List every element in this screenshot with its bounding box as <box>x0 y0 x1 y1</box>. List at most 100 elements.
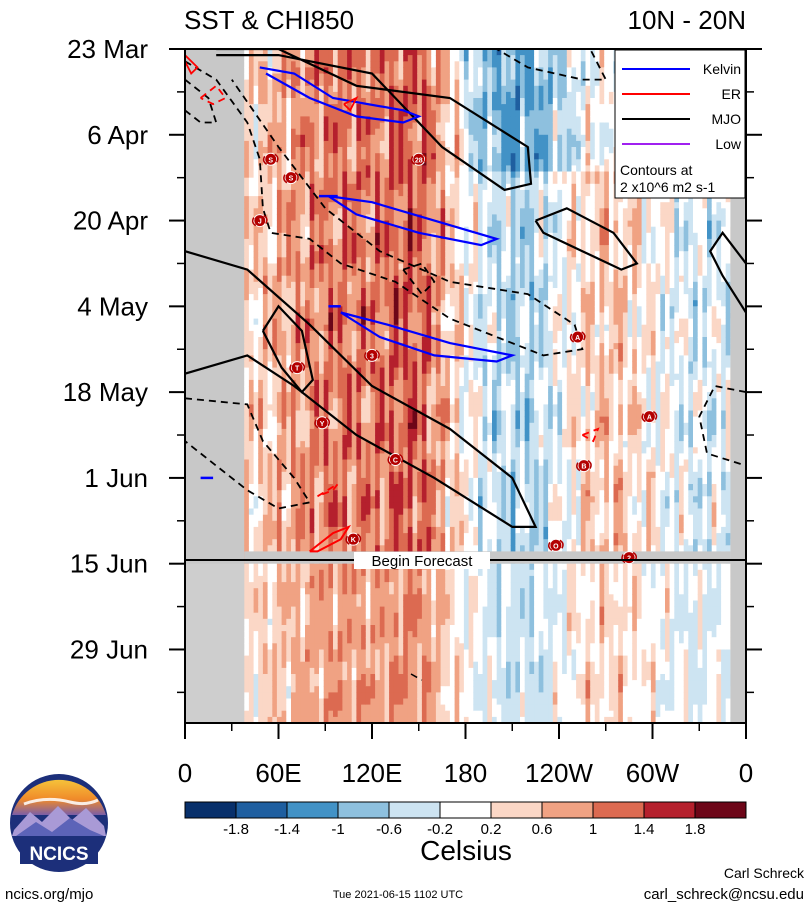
field-cell <box>248 398 255 405</box>
field-cell <box>314 533 320 540</box>
field-cell <box>365 140 371 148</box>
field-cell <box>267 294 273 301</box>
field-cell <box>281 110 287 117</box>
field-cell <box>445 625 451 632</box>
field-cell <box>300 612 306 620</box>
field-cell <box>244 582 250 589</box>
field-cell <box>314 508 320 516</box>
field-cell <box>384 441 390 448</box>
field-cell <box>384 655 390 663</box>
field-cell <box>435 330 442 338</box>
field-cell <box>276 545 283 552</box>
field-cell <box>370 502 376 509</box>
field-cell <box>361 104 367 111</box>
field-cell <box>314 67 320 74</box>
field-cell <box>342 428 348 436</box>
field-cell <box>365 649 371 657</box>
field-cell <box>370 288 376 295</box>
field-cell <box>328 110 334 117</box>
field-cell <box>276 104 283 111</box>
field-cell <box>440 484 446 491</box>
field-cell <box>435 692 442 699</box>
field-cell <box>351 110 357 117</box>
field-cell <box>258 245 264 252</box>
field-cell <box>276 330 283 338</box>
field-cell <box>417 116 423 123</box>
field-cell <box>347 661 353 669</box>
field-cell <box>403 275 409 283</box>
field-cell <box>412 496 418 503</box>
field-cell <box>412 618 418 626</box>
field-cell <box>309 600 315 608</box>
field-cell <box>445 643 451 650</box>
field-cell <box>323 545 329 552</box>
field-cell <box>286 416 292 424</box>
field-cell <box>295 232 301 240</box>
field-cell <box>449 55 456 62</box>
field-cell <box>431 643 437 650</box>
field-cell <box>426 306 432 313</box>
field-cell <box>319 165 325 172</box>
field-cell <box>276 318 283 326</box>
field-cell <box>403 447 409 454</box>
field-cell <box>351 300 357 307</box>
field-cell <box>407 569 413 577</box>
field-cell <box>379 575 385 583</box>
field-cell <box>384 612 390 620</box>
field-cell <box>375 208 381 215</box>
field-cell <box>286 367 292 375</box>
field-cell <box>412 171 418 179</box>
field-cell <box>319 183 325 191</box>
field-cell <box>337 343 343 350</box>
field-cell <box>449 257 456 264</box>
field-cell <box>365 337 371 344</box>
field-cell <box>440 183 446 191</box>
field-cell <box>295 508 301 516</box>
field-cell <box>375 588 381 595</box>
field-cell <box>361 496 367 503</box>
field-cell <box>435 318 442 326</box>
field-cell <box>281 165 287 172</box>
field-cell <box>281 447 287 454</box>
field-cell <box>328 459 334 467</box>
field-cell <box>421 569 428 577</box>
field-cell <box>417 379 423 387</box>
field-cell <box>309 177 315 185</box>
field-cell <box>417 496 423 503</box>
field-cell <box>258 226 264 234</box>
field-cell <box>258 496 264 503</box>
field-cell <box>407 263 413 271</box>
field-cell <box>449 300 456 307</box>
field-cell <box>319 110 325 117</box>
field-cell <box>267 379 273 387</box>
field-cell <box>398 533 404 540</box>
field-cell <box>440 116 446 123</box>
field-cell <box>375 398 381 405</box>
field-cell <box>356 612 362 620</box>
field-cell <box>361 343 367 350</box>
field-cell <box>379 183 385 191</box>
field-cell <box>407 269 413 277</box>
field-cell <box>272 269 278 277</box>
field-cell <box>300 575 306 583</box>
field-cell <box>323 177 329 185</box>
field-cell <box>356 502 362 509</box>
field-cell <box>361 428 367 436</box>
field-cell <box>445 294 451 301</box>
field-cell <box>276 116 283 123</box>
field-cell <box>365 600 371 608</box>
field-cell <box>286 128 292 136</box>
field-cell <box>375 128 381 136</box>
field-cell <box>365 545 371 552</box>
field-cell <box>258 257 264 264</box>
field-cell <box>421 79 428 87</box>
field-cell <box>272 410 278 418</box>
field-cell <box>412 404 418 411</box>
field-cell <box>412 631 418 638</box>
field-cell <box>421 312 428 320</box>
field-cell <box>328 435 334 442</box>
field-cell <box>403 373 409 381</box>
field-cell <box>454 171 460 179</box>
field-cell <box>319 441 325 448</box>
field-cell <box>248 484 255 491</box>
